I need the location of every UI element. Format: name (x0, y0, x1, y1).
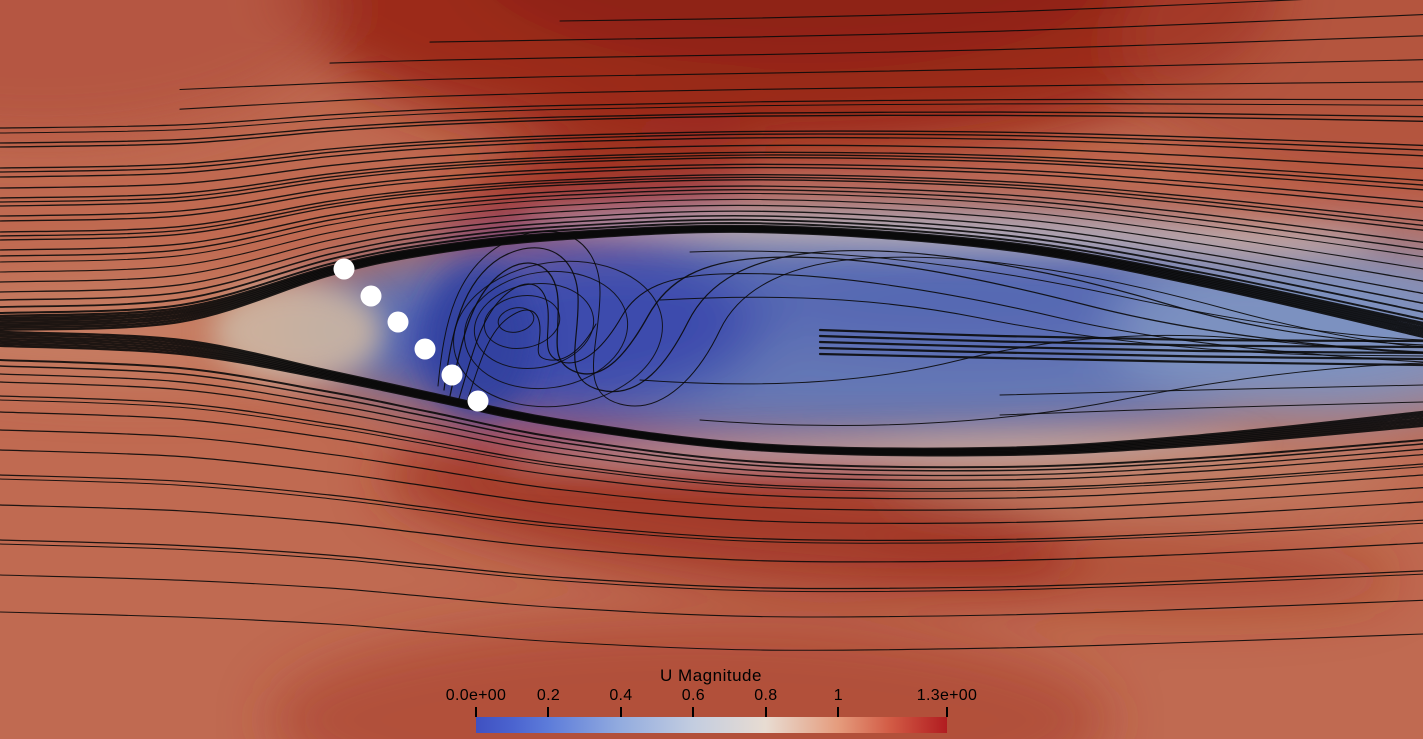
cylinder-marker (360, 285, 382, 307)
streamline (0, 133, 1423, 173)
streamline (699, 362, 1423, 426)
streamline (0, 474, 1423, 542)
streamline (0, 179, 1423, 241)
cylinder-marker (414, 338, 436, 360)
streamline (999, 401, 1423, 416)
streamline (0, 543, 1423, 593)
cylinder-marker (333, 258, 355, 280)
cylinder-markers (333, 258, 489, 412)
streamline (0, 103, 1423, 134)
streamline (0, 130, 1423, 169)
streamline (0, 365, 1423, 472)
streamline (179, 59, 1423, 91)
streamline (0, 215, 1423, 304)
streamline (818, 334, 1423, 349)
streamline (0, 429, 1423, 511)
streamline (559, 0, 1304, 22)
streamline (0, 359, 1423, 469)
streamline (0, 192, 1423, 263)
streamline (818, 346, 1423, 361)
streamline (0, 218, 1423, 313)
streamline (0, 114, 1423, 148)
streamline (0, 539, 1423, 590)
streamlines (0, 0, 1423, 651)
streamline-loop (473, 282, 595, 370)
streamline (0, 154, 1423, 203)
streamline (0, 98, 1423, 129)
streamline (0, 151, 1423, 199)
streamline (0, 166, 1423, 222)
streamline (0, 574, 1423, 618)
streamline (0, 381, 1423, 481)
streamline (0, 399, 1423, 492)
streamline (0, 144, 1423, 189)
streamline (329, 35, 1423, 64)
streamline (0, 198, 1423, 273)
streamline (0, 230, 1423, 338)
streamline (0, 478, 1423, 544)
streamline (429, 14, 1423, 43)
streamline (0, 411, 1423, 500)
streamline (449, 256, 1423, 397)
streamline (443, 247, 1423, 393)
streamline (0, 176, 1423, 237)
streamline (0, 185, 1423, 251)
streamline (457, 273, 1423, 403)
streamline-loop (483, 295, 561, 349)
streamline (0, 157, 1423, 207)
streamline-loop (453, 260, 663, 408)
streamline (818, 352, 1423, 367)
streamline (0, 174, 1423, 233)
streamline (818, 328, 1423, 343)
streamline (0, 449, 1423, 524)
streamline (465, 309, 597, 405)
streamline (0, 611, 1423, 651)
streamline (0, 210, 1423, 295)
streamline (0, 136, 1423, 178)
streamline (689, 250, 1423, 341)
cylinder-marker (387, 311, 409, 333)
streamline (179, 81, 1423, 110)
streamline (0, 395, 1423, 490)
streamline (818, 340, 1423, 355)
cylinder-marker (441, 364, 463, 386)
streamline (0, 111, 1423, 144)
streamline (0, 504, 1423, 563)
streamline-loop (463, 270, 629, 390)
streamline (0, 204, 1423, 283)
streamline (0, 373, 1423, 477)
streamline (0, 222, 1423, 321)
streamline (0, 344, 1423, 457)
cylinder-marker (467, 390, 489, 412)
streamline (0, 163, 1423, 217)
streamline (0, 189, 1423, 257)
streamline (999, 384, 1423, 396)
streamline (437, 230, 1423, 407)
streamline-loop (497, 307, 535, 333)
